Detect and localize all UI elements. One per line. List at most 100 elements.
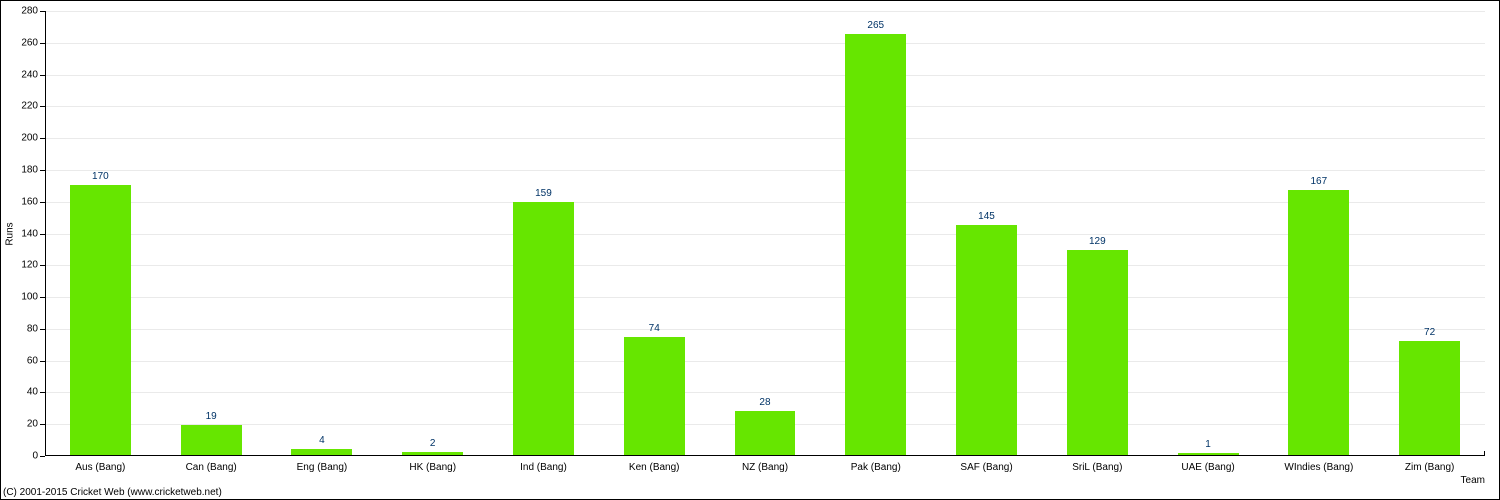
bar: 1	[1178, 453, 1239, 455]
grid-line	[46, 234, 1485, 235]
x-tick-label: NZ (Bang)	[742, 462, 788, 473]
y-tick-label: 180	[21, 164, 38, 175]
x-tick-label: Ken (Bang)	[629, 462, 680, 473]
bar: 28	[735, 411, 796, 456]
y-tick-mark	[40, 106, 45, 107]
plot-area: Runs Team 020406080100120140160180200220…	[45, 11, 1485, 456]
bar-fill	[624, 337, 685, 455]
y-tick-label: 200	[21, 133, 38, 144]
grid-line	[46, 75, 1485, 76]
grid-line	[46, 170, 1485, 171]
bar-value-label: 4	[319, 435, 325, 446]
bar-fill	[402, 452, 463, 455]
bar-value-label: 159	[535, 188, 552, 199]
grid-line	[46, 361, 1485, 362]
x-axis-line	[45, 455, 1485, 456]
bar: 129	[1067, 250, 1128, 455]
bar: 72	[1399, 341, 1460, 455]
bar: 4	[291, 449, 352, 455]
y-tick-mark	[40, 456, 45, 457]
bar-fill	[181, 425, 242, 455]
grid-line	[46, 329, 1485, 330]
bar: 167	[1288, 190, 1349, 455]
bar-fill	[70, 185, 131, 455]
grid-line	[46, 106, 1485, 107]
x-tick-label: Aus (Bang)	[75, 462, 125, 473]
x-tick-label: Can (Bang)	[186, 462, 237, 473]
y-tick-mark	[40, 202, 45, 203]
bar: 159	[513, 202, 574, 455]
x-tick-label: Zim (Bang)	[1405, 462, 1454, 473]
y-tick-label: 140	[21, 228, 38, 239]
x-tick-label: SAF (Bang)	[960, 462, 1012, 473]
copyright-text: (C) 2001-2015 Cricket Web (www.cricketwe…	[3, 487, 222, 498]
bar-fill	[735, 411, 796, 456]
x-tick-label: WIndies (Bang)	[1284, 462, 1353, 473]
y-tick-mark	[40, 265, 45, 266]
bar-fill	[1288, 190, 1349, 455]
y-tick-label: 100	[21, 292, 38, 303]
x-tick-label: SriL (Bang)	[1072, 462, 1122, 473]
y-tick-mark	[40, 170, 45, 171]
y-tick-mark	[40, 234, 45, 235]
bar-value-label: 2	[430, 438, 436, 449]
y-tick-label: 160	[21, 196, 38, 207]
x-tick-label: UAE (Bang)	[1181, 462, 1234, 473]
grid-line	[46, 202, 1485, 203]
y-tick-label: 220	[21, 101, 38, 112]
bar-value-label: 265	[867, 20, 884, 31]
y-tick-label: 240	[21, 69, 38, 80]
x-tick-label: Pak (Bang)	[851, 462, 901, 473]
bar-value-label: 72	[1424, 327, 1435, 338]
bar-fill	[1178, 453, 1239, 455]
chart-frame: Runs Team 0 20 40 60 80 100 120 140 160 180 200 220…	[0, 0, 1500, 500]
bar-value-label: 167	[1310, 176, 1327, 187]
y-tick-mark	[40, 138, 45, 139]
y-tick-mark	[40, 43, 45, 44]
y-tick-mark	[40, 329, 45, 330]
y-tick-mark	[40, 392, 45, 393]
grid-line	[46, 138, 1485, 139]
x-axis-title: Team	[1461, 475, 1485, 486]
bar-fill	[845, 34, 906, 455]
x-axis-end-tick	[1484, 451, 1485, 456]
bar-value-label: 28	[759, 397, 770, 408]
bar: 170	[70, 185, 131, 455]
bar-value-label: 170	[92, 171, 109, 182]
y-tick-mark	[40, 11, 45, 12]
bar-fill	[1067, 250, 1128, 455]
grid-line	[46, 392, 1485, 393]
y-tick-mark	[40, 297, 45, 298]
grid-line	[46, 297, 1485, 298]
bar-value-label: 19	[206, 411, 217, 422]
bar-value-label: 74	[649, 323, 660, 334]
y-tick-label: 280	[21, 6, 38, 17]
y-tick-label: 60	[27, 355, 38, 366]
y-tick-label: 20	[27, 419, 38, 430]
y-tick-label: 80	[27, 323, 38, 334]
bar: 2	[402, 452, 463, 455]
bar: 145	[956, 225, 1017, 455]
grid-line	[46, 11, 1485, 12]
bar-value-label: 145	[978, 211, 995, 222]
grid-line	[46, 265, 1485, 266]
bar-value-label: 1	[1205, 439, 1211, 450]
bar: 74	[624, 337, 685, 455]
bar-value-label: 129	[1089, 236, 1106, 247]
x-tick-label: Eng (Bang)	[297, 462, 348, 473]
bar-fill	[513, 202, 574, 455]
bar: 19	[181, 425, 242, 455]
y-axis-title: Runs	[5, 222, 16, 245]
y-tick-mark	[40, 361, 45, 362]
y-tick-label: 0	[32, 451, 38, 462]
y-tick-label: 120	[21, 260, 38, 271]
bar-fill	[956, 225, 1017, 455]
bar: 265	[845, 34, 906, 455]
bar-fill	[291, 449, 352, 455]
grid-line	[46, 43, 1485, 44]
x-tick-label: Ind (Bang)	[520, 462, 567, 473]
y-tick-mark	[40, 424, 45, 425]
y-tick-label: 260	[21, 37, 38, 48]
bar-fill	[1399, 341, 1460, 455]
y-tick-label: 40	[27, 387, 38, 398]
